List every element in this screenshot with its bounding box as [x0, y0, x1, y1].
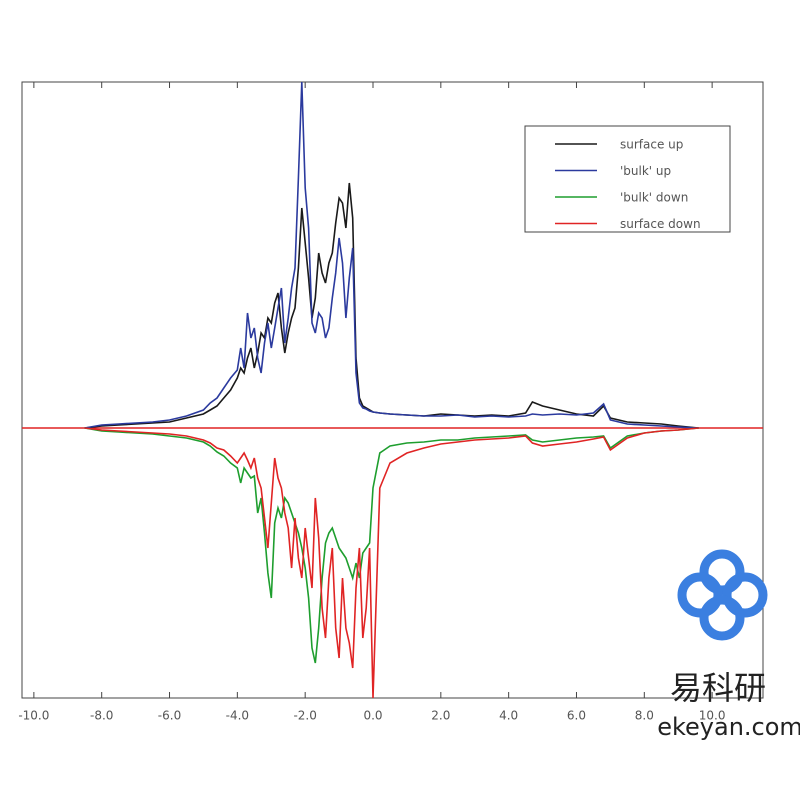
x-tick-label: 10.0: [699, 709, 726, 723]
x-tick-label: -2.0: [293, 709, 316, 723]
x-tick-label: 4.0: [499, 709, 518, 723]
watermark-url: ekeyan.com: [657, 713, 800, 741]
x-tick-label: 6.0: [567, 709, 586, 723]
legend-label: surface down: [620, 217, 701, 231]
legend-label: 'bulk' up: [620, 164, 671, 178]
x-tick-label: -8.0: [90, 709, 113, 723]
watermark-title: 易科研: [670, 669, 766, 707]
x-tick-label: 0.0: [363, 709, 382, 723]
series-line: [84, 427, 699, 664]
watermark-logo: [677, 549, 768, 641]
x-tick-label: -10.0: [18, 709, 49, 723]
x-tick-label: -4.0: [226, 709, 249, 723]
x-tick-label: 8.0: [635, 709, 654, 723]
plot-frame: [21, 81, 764, 699]
x-tick-label: 2.0: [431, 709, 450, 723]
legend-label: 'bulk' down: [620, 191, 688, 205]
series-line: [84, 427, 699, 699]
series-line: [84, 182, 699, 429]
series-line: [84, 81, 699, 429]
legend-label: surface up: [620, 138, 683, 152]
x-tick-label: -6.0: [158, 709, 181, 723]
